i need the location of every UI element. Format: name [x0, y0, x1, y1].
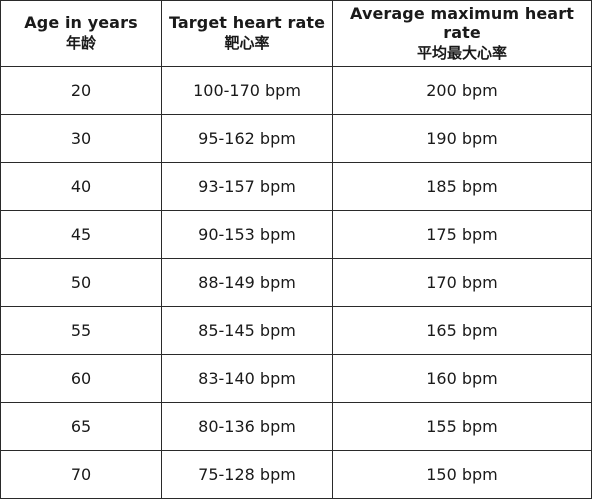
- header-max-en: Average maximum heart rate: [350, 3, 574, 42]
- table-row: 40 93-157 bpm 185 bpm: [0, 162, 592, 211]
- table-row: 50 88-149 bpm 170 bpm: [0, 258, 592, 307]
- header-target-zh: 靶心率: [224, 34, 270, 53]
- cell-age: 55: [0, 306, 162, 355]
- table-row: 45 90-153 bpm 175 bpm: [0, 210, 592, 259]
- header-row: Age in years 年龄 Target heart rate 靶心率 Av…: [0, 0, 592, 67]
- cell-target-rate: 95-162 bpm: [161, 114, 333, 163]
- cell-max-rate: 155 bpm: [332, 402, 592, 451]
- header-age-zh: 年龄: [65, 34, 96, 53]
- table-row: 70 75-128 bpm 150 bpm: [0, 450, 592, 499]
- cell-age: 30: [0, 114, 162, 163]
- cell-target-rate: 100-170 bpm: [161, 66, 333, 115]
- header-target-heart-rate: Target heart rate 靶心率: [161, 0, 333, 67]
- header-age-en: Age in years: [24, 13, 138, 33]
- cell-target-rate: 90-153 bpm: [161, 210, 333, 259]
- cell-age: 70: [0, 450, 162, 499]
- cell-target-rate: 85-145 bpm: [161, 306, 333, 355]
- cell-age: 40: [0, 162, 162, 211]
- table-row: 20 100-170 bpm 200 bpm: [0, 66, 592, 115]
- cell-max-rate: 185 bpm: [332, 162, 592, 211]
- header-max-zh: 平均最大心率: [416, 43, 507, 62]
- cell-max-rate: 170 bpm: [332, 258, 592, 307]
- cell-age: 50: [0, 258, 162, 307]
- cell-max-rate: 150 bpm: [332, 450, 592, 499]
- cell-target-rate: 88-149 bpm: [161, 258, 333, 307]
- cell-target-rate: 83-140 bpm: [161, 354, 333, 403]
- cell-max-rate: 175 bpm: [332, 210, 592, 259]
- table-header: Age in years 年龄 Target heart rate 靶心率 Av…: [0, 0, 592, 67]
- cell-target-rate: 80-136 bpm: [161, 402, 333, 451]
- cell-max-rate: 190 bpm: [332, 114, 592, 163]
- table-row: 60 83-140 bpm 160 bpm: [0, 354, 592, 403]
- table-body: 20 100-170 bpm 200 bpm 30 95-162 bpm 190…: [0, 66, 592, 499]
- header-age: Age in years 年龄: [0, 0, 162, 67]
- header-average-max-heart-rate: Average maximum heart rate 平均最大心率: [332, 0, 592, 67]
- cell-max-rate: 165 bpm: [332, 306, 592, 355]
- cell-age: 65: [0, 402, 162, 451]
- cell-target-rate: 75-128 bpm: [161, 450, 333, 499]
- cell-age: 20: [0, 66, 162, 115]
- cell-age: 45: [0, 210, 162, 259]
- table-row: 65 80-136 bpm 155 bpm: [0, 402, 592, 451]
- cell-max-rate: 160 bpm: [332, 354, 592, 403]
- cell-age: 60: [0, 354, 162, 403]
- table-row: 55 85-145 bpm 165 bpm: [0, 306, 592, 355]
- cell-target-rate: 93-157 bpm: [161, 162, 333, 211]
- table-row: 30 95-162 bpm 190 bpm: [0, 114, 592, 163]
- cell-max-rate: 200 bpm: [332, 66, 592, 115]
- header-target-en: Target heart rate: [168, 13, 326, 33]
